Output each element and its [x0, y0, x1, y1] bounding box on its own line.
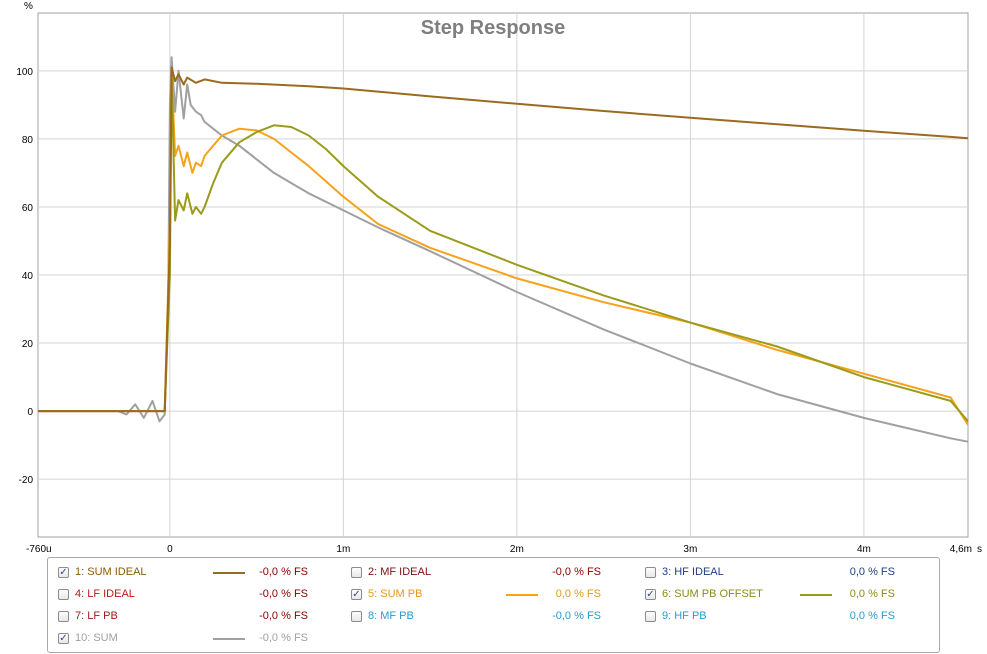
series-line-3	[38, 69, 969, 422]
legend-label: 2: MF IDEAL	[368, 566, 431, 578]
legend-panel: ✓ 1: SUM IDEAL -0,0 % FS 2: MF IDEAL -0,…	[47, 557, 940, 653]
series-line-4	[38, 66, 969, 413]
legend-checkbox[interactable]: ✓	[58, 567, 69, 578]
legend-item-hf-ideal[interactable]: 3: HF IDEAL 0,0 % FS	[645, 566, 905, 581]
legend-value: 0,0 % FS	[849, 588, 895, 600]
legend-line-swatch	[506, 594, 538, 596]
x-axis-unit: s	[977, 544, 982, 555]
legend-label: 10: SUM	[75, 632, 118, 644]
legend-checkbox[interactable]	[645, 611, 656, 622]
legend-value: -0,0 % FS	[259, 566, 308, 578]
y-tick-label: -20	[19, 475, 34, 486]
x-tick-label: -760u	[26, 544, 52, 555]
x-tick-label: 3m	[683, 544, 697, 555]
legend-value: -0,0 % FS	[552, 566, 601, 578]
y-tick-label: 100	[16, 67, 33, 78]
chart-title: Step Response	[421, 17, 565, 39]
legend-item-sum-pb[interactable]: ✓ 5: SUM PB 0,0 % FS	[351, 588, 611, 603]
legend-item-mf-ideal[interactable]: 2: MF IDEAL -0,0 % FS	[351, 566, 611, 581]
legend-item-sum[interactable]: ✓ 10: SUM -0,0 % FS	[58, 632, 318, 647]
y-tick-label: 80	[22, 135, 34, 146]
y-tick-label: 40	[22, 271, 34, 282]
y-tick-label: 60	[22, 203, 34, 214]
legend-label: 5: SUM PB	[368, 588, 423, 600]
legend-value: -0,0 % FS	[552, 610, 601, 622]
legend-value: -0,0 % FS	[259, 588, 308, 600]
legend-line-swatch	[213, 572, 245, 574]
legend-value: 0,0 % FS	[555, 588, 601, 600]
series-lines	[38, 56, 969, 443]
legend-item-lf-pb[interactable]: 7: LF PB -0,0 % FS	[58, 610, 318, 625]
x-tick-label: 4m	[857, 544, 871, 555]
legend-item-sum-ideal[interactable]: ✓ 1: SUM IDEAL -0,0 % FS	[58, 566, 318, 581]
legend-item-hf-pb[interactable]: 9: HF PB 0,0 % FS	[645, 610, 905, 625]
tick-labels: 100 80 60 40 20 0 -20 -760u 0 1m 2m 3m 4m 4,6m	[16, 67, 972, 555]
x-tick-label: 0	[167, 544, 173, 555]
x-tick-label: 4,6m	[950, 544, 972, 555]
legend-item-lf-ideal[interactable]: 4: LF IDEAL -0,0 % FS	[58, 588, 318, 603]
legend-line-swatch	[800, 594, 832, 596]
legend-checkbox[interactable]	[58, 589, 69, 600]
y-tick-label: 20	[22, 339, 34, 350]
legend-checkbox[interactable]	[351, 567, 362, 578]
legend-value: -0,0 % FS	[259, 610, 308, 622]
legend-checkbox[interactable]: ✓	[58, 633, 69, 644]
legend-checkbox[interactable]	[58, 611, 69, 622]
legend-item-sum-pb-offset[interactable]: ✓ 6: SUM PB OFFSET 0,0 % FS	[645, 588, 905, 603]
legend-checkbox[interactable]	[645, 567, 656, 578]
y-axis-unit: %	[24, 1, 33, 12]
legend-line-swatch	[213, 638, 245, 640]
legend-label: 8: MF PB	[368, 610, 414, 622]
legend-value: 0,0 % FS	[849, 566, 895, 578]
legend-checkbox[interactable]: ✓	[351, 589, 362, 600]
legend-value: -0,0 % FS	[259, 632, 308, 644]
x-tick-label: 1m	[336, 544, 350, 555]
x-tick-label: 2m	[510, 544, 524, 555]
legend-label: 7: LF PB	[75, 610, 118, 622]
legend-checkbox[interactable]	[351, 611, 362, 622]
legend-label: 9: HF PB	[662, 610, 707, 622]
legend-checkbox[interactable]: ✓	[645, 589, 656, 600]
series-line-1	[38, 56, 969, 443]
legend-label: 1: SUM IDEAL	[75, 566, 147, 578]
legend-label: 3: HF IDEAL	[662, 566, 724, 578]
legend-label: 6: SUM PB OFFSET	[662, 588, 763, 600]
legend-label: 4: LF IDEAL	[75, 588, 135, 600]
legend-value: 0,0 % FS	[849, 610, 895, 622]
y-tick-label: 0	[27, 407, 33, 418]
legend-item-mf-pb[interactable]: 8: MF PB -0,0 % FS	[351, 610, 611, 625]
grid-lines	[38, 13, 968, 537]
